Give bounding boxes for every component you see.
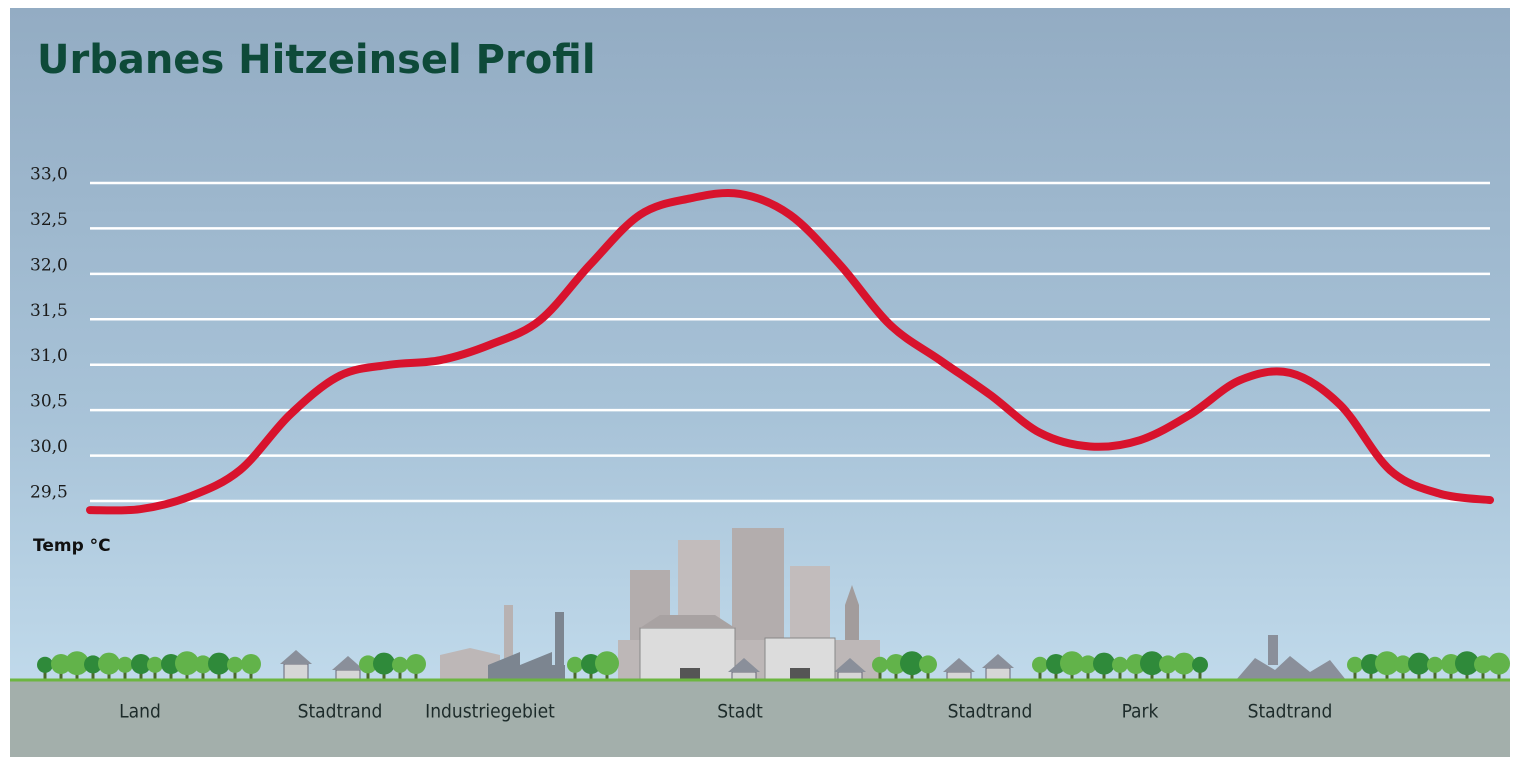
zone-label: Stadtrand: [298, 701, 383, 723]
zone-label: Park: [1122, 701, 1159, 723]
y-tick-label: 31,5: [30, 301, 68, 321]
y-tick-label: 32,5: [30, 210, 68, 230]
y-tick-label: 31,0: [30, 346, 68, 366]
y-axis-label: Temp °C: [33, 536, 111, 556]
tree: [872, 657, 888, 673]
tree: [919, 655, 937, 673]
zone-label: Stadtrand: [948, 701, 1033, 723]
tree: [392, 657, 408, 673]
y-tick-label: 29,5: [30, 483, 68, 503]
tree: [1093, 653, 1115, 675]
tree: [567, 657, 583, 673]
tree: [1192, 657, 1208, 673]
tree: [1488, 653, 1510, 675]
tree: [117, 657, 133, 673]
y-tick-label: 30,5: [30, 392, 68, 412]
tree: [37, 657, 53, 673]
tree: [373, 653, 395, 675]
zone-label: Industriegebiet: [425, 701, 555, 723]
tree: [241, 654, 261, 674]
tree: [595, 651, 619, 675]
tree: [147, 657, 163, 673]
y-tick-label: 33,0: [30, 165, 68, 185]
tree: [208, 653, 230, 675]
tree: [1427, 657, 1443, 673]
tree: [1347, 657, 1363, 673]
tree: [227, 657, 243, 673]
tree: [406, 654, 426, 674]
chart-title: Urbanes Hitzeinsel Profil: [37, 37, 596, 83]
zone-label: Stadtrand: [1248, 701, 1333, 723]
tree: [1408, 653, 1430, 675]
tree: [1112, 657, 1128, 673]
zone-label: Stadt: [717, 701, 763, 723]
chart: Urbanes Hitzeinsel Profil Temp °C 29,5 30…: [0, 0, 1515, 759]
tree: [98, 653, 120, 675]
tree: [1032, 657, 1048, 673]
tree: [1173, 653, 1195, 675]
zone-label: Land: [119, 701, 161, 723]
y-tick-label: 30,0: [30, 437, 68, 457]
y-tick-label: 32,0: [30, 255, 68, 275]
